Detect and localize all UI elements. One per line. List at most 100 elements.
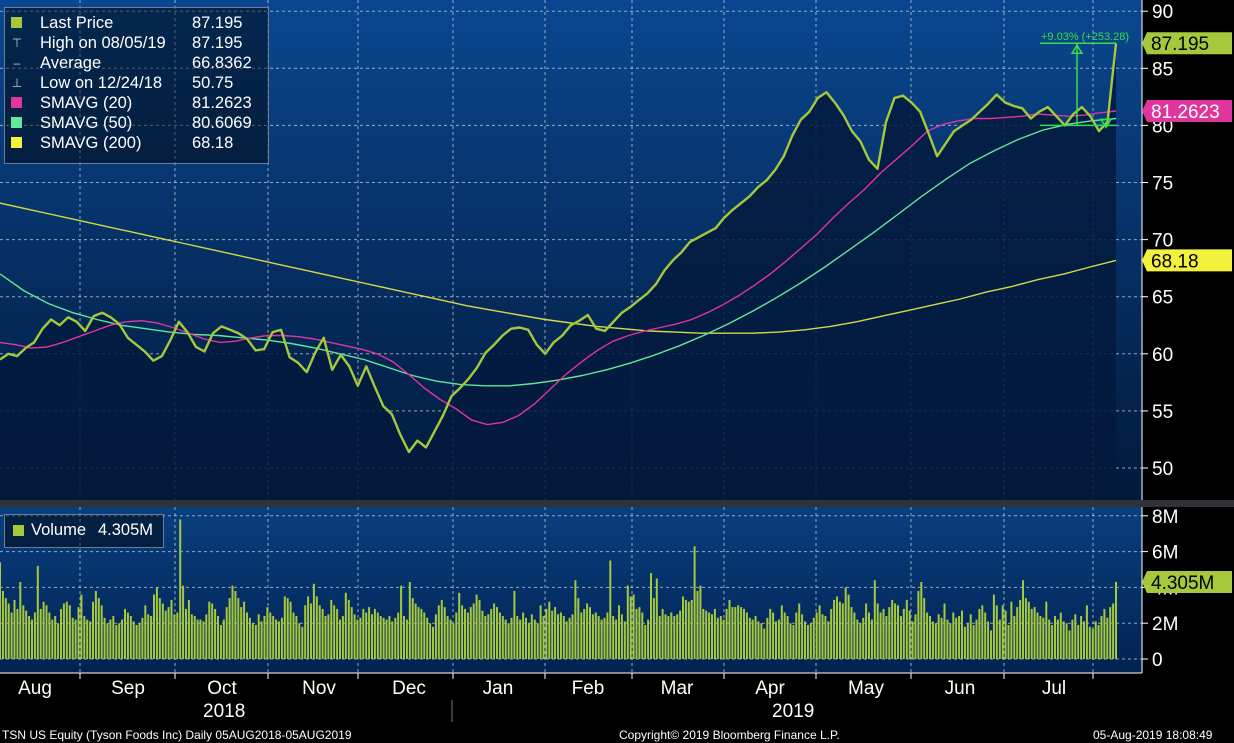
volume-bar (161, 603, 164, 659)
volume-bar (487, 614, 490, 660)
volume-bar (417, 607, 420, 659)
volume-legend[interactable]: Volume 4.305M (4, 514, 164, 548)
volume-label: Volume (31, 521, 87, 539)
volume-bar (318, 605, 321, 659)
volume-bar (429, 623, 432, 659)
volume-bar (501, 616, 504, 659)
volume-bar (1033, 607, 1036, 659)
legend-value: 50.75 (192, 74, 234, 92)
volume-bar (1103, 608, 1106, 659)
volume-bar (187, 599, 190, 659)
volume-bar (263, 616, 266, 659)
volume-bar (961, 610, 963, 659)
volume-bar (870, 619, 873, 659)
footer-copyright: Copyright© 2019 Bloomberg Finance L.P. (619, 728, 840, 742)
volume-bar (272, 616, 275, 659)
volume-bar (124, 608, 126, 659)
volume-bar (894, 603, 897, 659)
legend-value: 87.195 (192, 14, 243, 32)
volume-bar (978, 608, 981, 659)
volume-bar (873, 580, 876, 659)
panel-divider[interactable] (0, 500, 1234, 507)
volume-bar (522, 612, 525, 659)
volume-bar (655, 578, 658, 659)
volume-bar (737, 605, 740, 659)
volume-bar (763, 628, 766, 659)
volume-bar (603, 617, 606, 659)
volume-bar (722, 619, 725, 659)
volume-bar (801, 614, 804, 660)
volume-bar (1024, 598, 1027, 659)
volume-bar (449, 619, 452, 659)
low-marker-icon: ⊥ (11, 76, 23, 90)
volume-bar (1039, 616, 1042, 659)
volume-bar (626, 585, 629, 659)
volume-bar (461, 605, 464, 659)
volume-bar (725, 608, 728, 659)
volume-bar (97, 598, 100, 659)
volume-bar (946, 619, 949, 659)
volume-bar (391, 621, 394, 659)
volume-bar (972, 625, 975, 659)
volume-value-tag: 4.305M (1151, 573, 1214, 594)
volume-bar (388, 616, 391, 659)
volume-bar (164, 610, 167, 659)
volume-bar (112, 616, 115, 659)
volume-bar (103, 617, 106, 659)
volume-bar (129, 616, 132, 659)
volume-bar (71, 617, 74, 659)
price-value-tag-0: 87.195 (1151, 34, 1209, 55)
legend-swatch (11, 137, 22, 148)
volume-bar (632, 594, 635, 659)
volume-bar (33, 612, 36, 659)
volume-bar (958, 616, 961, 659)
price-tick-label: 60 (1152, 345, 1173, 366)
volume-bar (995, 605, 998, 659)
legend-label: Last Price (40, 14, 114, 32)
volume-bar (1065, 623, 1068, 659)
volume-bar (443, 607, 446, 659)
footer-timestamp: 05-Aug-2019 18:08:49 (1093, 728, 1213, 742)
volume-bar (327, 614, 330, 660)
volume-bar (121, 619, 124, 659)
volume-bar (879, 612, 882, 659)
volume-bar (984, 612, 987, 659)
volume-bar (743, 608, 745, 659)
volume-bar (510, 617, 513, 659)
volume-bar (876, 603, 879, 659)
volume-bar (519, 619, 522, 659)
volume-bar (333, 605, 336, 659)
volume-bar (673, 616, 676, 659)
volume-bar (548, 601, 551, 659)
volume-bar (629, 596, 632, 659)
volume-bar (557, 614, 559, 660)
volume-bar (734, 607, 737, 659)
volume-bar (676, 614, 679, 660)
price-value-tag-1-bg (1142, 99, 1232, 122)
legend-value: 81.2623 (192, 94, 252, 112)
price-tick-label: 55 (1152, 402, 1173, 423)
volume-bar (731, 607, 734, 659)
volume-value-tag-bg (1142, 570, 1232, 593)
volume-bar (841, 603, 844, 659)
volume-bar (612, 616, 615, 659)
month-label-jul: Jul (1042, 678, 1066, 699)
volume-bar (635, 608, 638, 659)
price-legend[interactable]: Last Price 87.195 ⊤ High on 08/05/19 87.195 –… (4, 7, 269, 164)
volume-bar (899, 616, 902, 659)
volume-bar (469, 607, 472, 659)
volume-bar (641, 612, 644, 659)
volume-bar (780, 605, 783, 659)
volume-bar (344, 592, 347, 659)
volume-bar (4, 598, 7, 659)
month-label-jan: Jan (483, 678, 514, 699)
volume-bar (434, 614, 437, 660)
volume-bar (1042, 617, 1045, 659)
volume-bar (330, 599, 333, 659)
volume-bar (1112, 603, 1115, 659)
volume-panel-background (0, 507, 1142, 673)
volume-bar (490, 608, 493, 659)
volume-bar (1056, 619, 1059, 659)
volume-bar (397, 612, 400, 659)
volume-bar (16, 608, 19, 659)
